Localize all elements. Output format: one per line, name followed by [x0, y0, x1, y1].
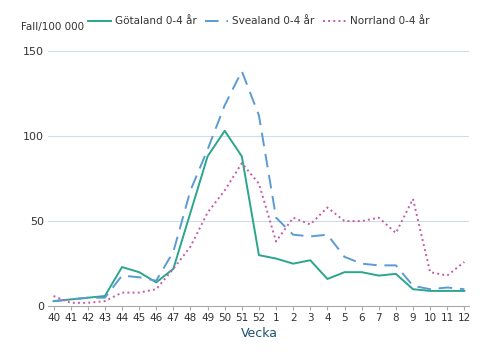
Svealand 0-4 år — [393, 263, 399, 268]
Norrland 0-4 år — [68, 301, 74, 305]
Götaland 0-4 år — [290, 262, 296, 266]
Norrland 0-4 år — [342, 219, 348, 223]
Götaland 0-4 år — [307, 258, 313, 262]
Götaland 0-4 år — [170, 267, 176, 271]
Norrland 0-4 år — [136, 290, 142, 295]
Svealand 0-4 år — [102, 296, 108, 300]
Svealand 0-4 år — [290, 233, 296, 237]
Götaland 0-4 år — [205, 154, 211, 158]
Götaland 0-4 år — [102, 294, 108, 298]
Svealand 0-4 år — [376, 263, 382, 268]
Svealand 0-4 år — [427, 287, 433, 291]
Götaland 0-4 år — [427, 289, 433, 293]
Svealand 0-4 år — [153, 278, 159, 283]
Norrland 0-4 år — [153, 287, 159, 291]
Götaland 0-4 år — [256, 253, 262, 257]
Götaland 0-4 år — [393, 272, 399, 276]
Norrland 0-4 år — [290, 215, 296, 220]
Norrland 0-4 år — [102, 299, 108, 303]
Norrland 0-4 år — [461, 260, 467, 264]
Götaland 0-4 år — [461, 289, 467, 293]
Götaland 0-4 år — [410, 287, 416, 291]
Legend: Götaland 0-4 år, Svealand 0-4 år, Norrland 0-4 år: Götaland 0-4 år, Svealand 0-4 år, Norrla… — [88, 17, 430, 26]
Svealand 0-4 år — [273, 215, 279, 220]
Svealand 0-4 år — [222, 103, 227, 107]
Norrland 0-4 år — [170, 267, 176, 271]
Götaland 0-4 år — [136, 270, 142, 274]
Norrland 0-4 år — [85, 301, 91, 305]
Götaland 0-4 år — [273, 257, 279, 261]
Svealand 0-4 år — [51, 299, 57, 303]
Götaland 0-4 år — [68, 297, 74, 302]
Svealand 0-4 år — [324, 233, 330, 237]
Svealand 0-4 år — [359, 262, 364, 266]
Svealand 0-4 år — [119, 274, 125, 278]
Götaland 0-4 år — [153, 280, 159, 284]
Line: Svealand 0-4 år: Svealand 0-4 år — [54, 71, 464, 301]
Götaland 0-4 år — [85, 296, 91, 300]
Götaland 0-4 år — [376, 274, 382, 278]
Norrland 0-4 år — [51, 294, 57, 298]
Götaland 0-4 år — [359, 270, 364, 274]
Norrland 0-4 år — [359, 219, 364, 223]
Svealand 0-4 år — [205, 147, 211, 152]
Svealand 0-4 år — [410, 284, 416, 288]
Svealand 0-4 år — [307, 234, 313, 239]
Norrland 0-4 år — [427, 270, 433, 274]
Text: Fall/100 000: Fall/100 000 — [21, 22, 84, 32]
Norrland 0-4 år — [410, 197, 416, 201]
Svealand 0-4 år — [342, 255, 348, 259]
Norrland 0-4 år — [324, 205, 330, 209]
Götaland 0-4 år — [324, 277, 330, 281]
Norrland 0-4 år — [239, 161, 245, 165]
Norrland 0-4 år — [376, 215, 382, 220]
Svealand 0-4 år — [85, 296, 91, 300]
Norrland 0-4 år — [256, 182, 262, 186]
Svealand 0-4 år — [188, 188, 194, 193]
Götaland 0-4 år — [444, 289, 450, 293]
Götaland 0-4 år — [119, 265, 125, 269]
Line: Götaland 0-4 år: Götaland 0-4 år — [54, 131, 464, 301]
Svealand 0-4 år — [461, 287, 467, 291]
Norrland 0-4 år — [393, 231, 399, 235]
Svealand 0-4 år — [170, 250, 176, 254]
Götaland 0-4 år — [342, 270, 348, 274]
Norrland 0-4 år — [205, 210, 211, 215]
Svealand 0-4 år — [239, 69, 245, 73]
Svealand 0-4 år — [444, 285, 450, 290]
Götaland 0-4 år — [188, 210, 194, 215]
Norrland 0-4 år — [188, 245, 194, 249]
Götaland 0-4 år — [239, 154, 245, 158]
Norrland 0-4 år — [307, 222, 313, 227]
Norrland 0-4 år — [444, 274, 450, 278]
Norrland 0-4 år — [222, 188, 227, 193]
Götaland 0-4 år — [222, 129, 227, 133]
Svealand 0-4 år — [256, 113, 262, 118]
X-axis label: Vecka: Vecka — [241, 327, 277, 340]
Götaland 0-4 år — [51, 299, 57, 303]
Norrland 0-4 år — [273, 239, 279, 244]
Line: Norrland 0-4 år: Norrland 0-4 år — [54, 163, 464, 303]
Norrland 0-4 år — [119, 290, 125, 295]
Svealand 0-4 år — [68, 297, 74, 302]
Svealand 0-4 år — [136, 275, 142, 279]
